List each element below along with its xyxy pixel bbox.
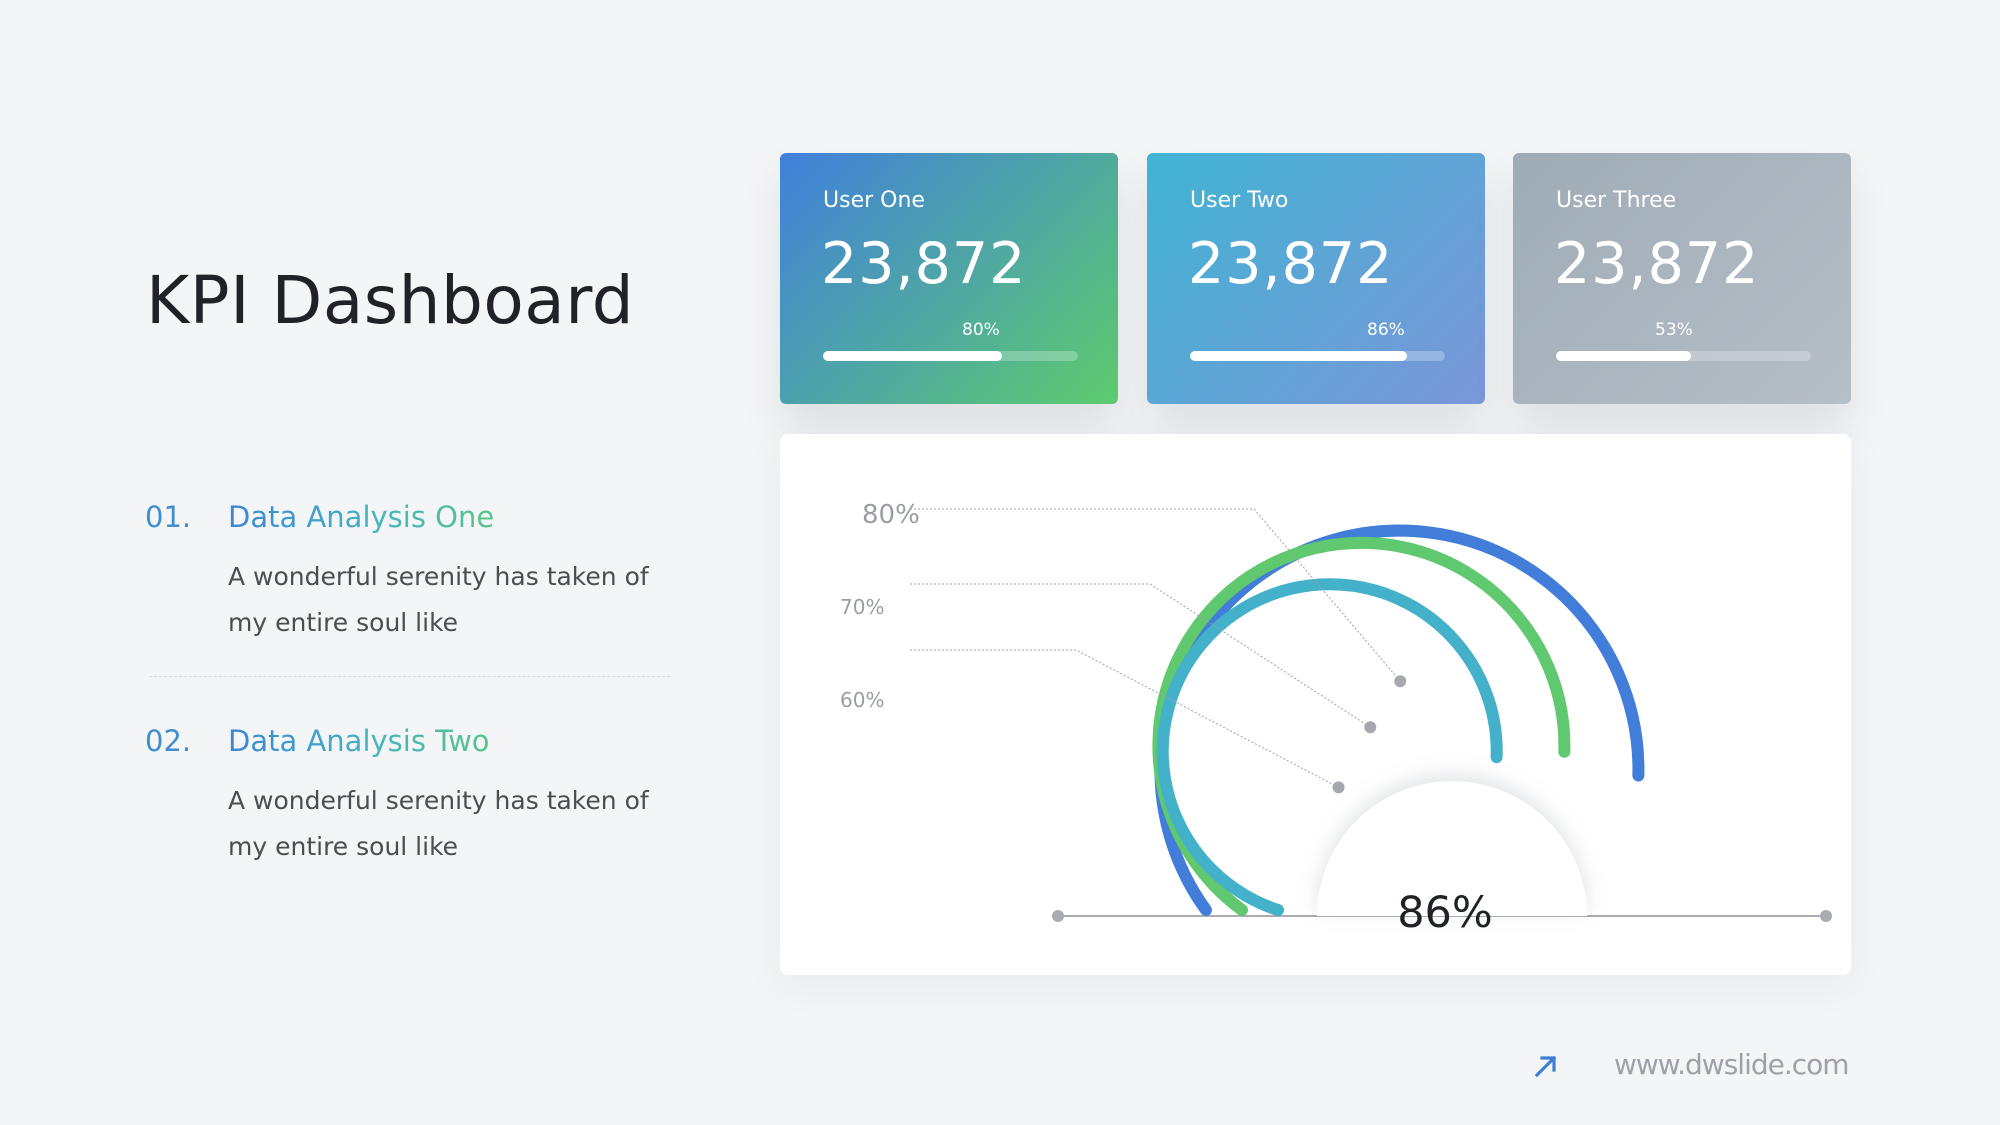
page-title: KPI Dashboard (146, 262, 635, 339)
arrow-up-right-icon (1534, 1055, 1557, 1078)
callout-label: 60% (840, 688, 884, 712)
card-percent: 86% (1367, 320, 1405, 340)
progress-track (1556, 351, 1811, 361)
callout-leader (910, 583, 1371, 728)
progress-fill (1190, 351, 1407, 361)
item-number: 02. (145, 724, 192, 758)
gauge-chart-panel: 86% 80% 70% 60% (780, 434, 1851, 975)
card-label: User One (823, 188, 925, 213)
card-percent: 53% (1655, 320, 1693, 340)
footer-url[interactable]: www.dwslide.com (1614, 1048, 1850, 1081)
item-description: A wonderful serenity has taken of my ent… (228, 786, 649, 861)
callout-label: 80% (862, 500, 920, 530)
callout-label: 70% (840, 595, 884, 619)
center-dome (1317, 781, 1587, 916)
item-number: 01. (145, 500, 192, 534)
callout-marker (1332, 781, 1345, 794)
progress-track (823, 351, 1078, 361)
card-value: 23,872 (1188, 231, 1394, 297)
gauge-arc (1156, 578, 1503, 916)
kpi-card-user-three[interactable]: User Three 23,872 53% (1513, 153, 1851, 404)
center-label: 86% (1397, 888, 1493, 938)
callout-leader (910, 649, 1339, 788)
progress-track (1190, 351, 1445, 361)
card-percent: 80% (962, 320, 1000, 340)
item-title: Data Analysis One (228, 500, 495, 534)
card-label: User Three (1556, 188, 1677, 213)
item-title: Data Analysis Two (228, 724, 490, 758)
kpi-card-user-one[interactable]: User One 23,872 80% (780, 153, 1118, 404)
baseline-dot-left (1052, 910, 1064, 922)
callout-marker (1394, 675, 1407, 688)
item-description: A wonderful serenity has taken of my ent… (228, 562, 649, 637)
card-label: User Two (1190, 188, 1289, 213)
progress-fill (823, 351, 1002, 361)
kpi-card-user-two[interactable]: User Two 23,872 86% (1147, 153, 1485, 404)
divider (149, 676, 670, 677)
callout-marker (1364, 721, 1377, 734)
progress-fill (1556, 351, 1692, 361)
baseline-dot-right (1820, 910, 1832, 922)
card-value: 23,872 (821, 231, 1027, 297)
gauge-chart: 86% 80% 70% 60% (840, 500, 1832, 938)
callout-leader (910, 508, 1401, 682)
card-value: 23,872 (1554, 231, 1760, 297)
